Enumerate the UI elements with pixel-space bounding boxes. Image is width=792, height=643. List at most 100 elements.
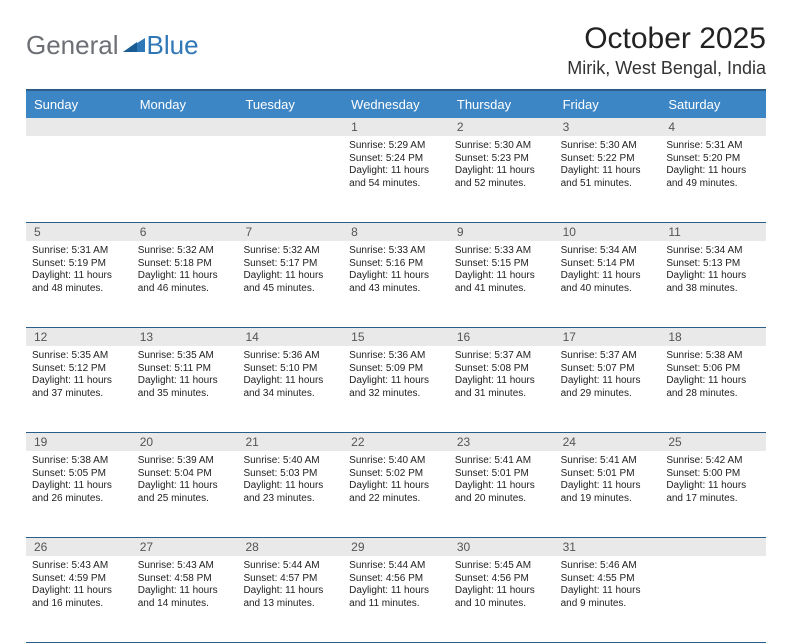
day-number: 29	[343, 538, 449, 556]
day-cell: Sunrise: 5:34 AMSunset: 5:14 PMDaylight:…	[555, 241, 661, 327]
day-header: Sunday	[26, 91, 132, 118]
daylight-text: Daylight: 11 hours and 52 minutes.	[455, 165, 549, 190]
sunrise-text: Sunrise: 5:43 AM	[32, 560, 126, 573]
brand-blue: Blue	[147, 30, 199, 60]
daylight-text: Daylight: 11 hours and 20 minutes.	[455, 480, 549, 505]
day-number-row: 12131415161718	[26, 328, 766, 346]
day-header: Thursday	[449, 91, 555, 118]
sunset-text: Sunset: 5:19 PM	[32, 258, 126, 271]
day-number: 6	[132, 223, 238, 241]
sunset-text: Sunset: 5:04 PM	[138, 468, 232, 481]
sunrise-text: Sunrise: 5:46 AM	[561, 560, 655, 573]
day-number: 21	[237, 433, 343, 451]
daylight-text: Daylight: 11 hours and 10 minutes.	[455, 585, 549, 610]
daylight-text: Daylight: 11 hours and 26 minutes.	[32, 480, 126, 505]
daylight-text: Daylight: 11 hours and 25 minutes.	[138, 480, 232, 505]
daylight-text: Daylight: 11 hours and 14 minutes.	[138, 585, 232, 610]
day-cell: Sunrise: 5:44 AMSunset: 4:57 PMDaylight:…	[237, 556, 343, 642]
sunrise-text: Sunrise: 5:32 AM	[243, 245, 337, 258]
brand-logo: General Blue	[26, 30, 199, 61]
day-cell: Sunrise: 5:36 AMSunset: 5:10 PMDaylight:…	[237, 346, 343, 432]
sunrise-text: Sunrise: 5:33 AM	[349, 245, 443, 258]
header: General Blue October 2025 Mirik, West Be…	[26, 22, 766, 79]
weeks-container: 1234Sunrise: 5:29 AMSunset: 5:24 PMDayli…	[26, 118, 766, 643]
daylight-text: Daylight: 11 hours and 51 minutes.	[561, 165, 655, 190]
daylight-text: Daylight: 11 hours and 40 minutes.	[561, 270, 655, 295]
sunrise-text: Sunrise: 5:39 AM	[138, 455, 232, 468]
day-cell: Sunrise: 5:46 AMSunset: 4:55 PMDaylight:…	[555, 556, 661, 642]
calendar: Sunday Monday Tuesday Wednesday Thursday…	[26, 89, 766, 643]
daylight-text: Daylight: 11 hours and 38 minutes.	[666, 270, 760, 295]
sunset-text: Sunset: 5:20 PM	[666, 153, 760, 166]
day-number: 16	[449, 328, 555, 346]
sunset-text: Sunset: 4:59 PM	[32, 573, 126, 586]
daylight-text: Daylight: 11 hours and 35 minutes.	[138, 375, 232, 400]
week-row: Sunrise: 5:31 AMSunset: 5:19 PMDaylight:…	[26, 241, 766, 328]
sunset-text: Sunset: 5:01 PM	[561, 468, 655, 481]
day-number: 17	[555, 328, 661, 346]
day-cell: Sunrise: 5:40 AMSunset: 5:02 PMDaylight:…	[343, 451, 449, 537]
daylight-text: Daylight: 11 hours and 34 minutes.	[243, 375, 337, 400]
sunset-text: Sunset: 4:56 PM	[455, 573, 549, 586]
day-number: 1	[343, 118, 449, 136]
sunset-text: Sunset: 4:58 PM	[138, 573, 232, 586]
day-number: 10	[555, 223, 661, 241]
sunset-text: Sunset: 5:08 PM	[455, 363, 549, 376]
daylight-text: Daylight: 11 hours and 32 minutes.	[349, 375, 443, 400]
sunset-text: Sunset: 5:05 PM	[32, 468, 126, 481]
daylight-text: Daylight: 11 hours and 9 minutes.	[561, 585, 655, 610]
sunset-text: Sunset: 5:01 PM	[455, 468, 549, 481]
day-number: 18	[660, 328, 766, 346]
day-cell: Sunrise: 5:36 AMSunset: 5:09 PMDaylight:…	[343, 346, 449, 432]
month-title: October 2025	[567, 22, 766, 56]
day-number: 3	[555, 118, 661, 136]
day-cell: Sunrise: 5:45 AMSunset: 4:56 PMDaylight:…	[449, 556, 555, 642]
day-number: 5	[26, 223, 132, 241]
day-number: 28	[237, 538, 343, 556]
sunrise-text: Sunrise: 5:40 AM	[349, 455, 443, 468]
day-number: 31	[555, 538, 661, 556]
sunrise-text: Sunrise: 5:41 AM	[455, 455, 549, 468]
day-number	[660, 538, 766, 556]
day-header-row: Sunday Monday Tuesday Wednesday Thursday…	[26, 91, 766, 118]
daylight-text: Daylight: 11 hours and 28 minutes.	[666, 375, 760, 400]
sunrise-text: Sunrise: 5:36 AM	[243, 350, 337, 363]
sunset-text: Sunset: 5:03 PM	[243, 468, 337, 481]
day-cell: Sunrise: 5:31 AMSunset: 5:20 PMDaylight:…	[660, 136, 766, 222]
sunset-text: Sunset: 5:14 PM	[561, 258, 655, 271]
day-number	[26, 118, 132, 136]
sunset-text: Sunset: 5:11 PM	[138, 363, 232, 376]
day-number: 2	[449, 118, 555, 136]
sunset-text: Sunset: 4:57 PM	[243, 573, 337, 586]
day-number: 11	[660, 223, 766, 241]
sunset-text: Sunset: 5:06 PM	[666, 363, 760, 376]
day-number: 22	[343, 433, 449, 451]
sunrise-text: Sunrise: 5:44 AM	[243, 560, 337, 573]
daylight-text: Daylight: 11 hours and 49 minutes.	[666, 165, 760, 190]
day-cell: Sunrise: 5:34 AMSunset: 5:13 PMDaylight:…	[660, 241, 766, 327]
sunrise-text: Sunrise: 5:38 AM	[666, 350, 760, 363]
sunset-text: Sunset: 5:12 PM	[32, 363, 126, 376]
week-row: Sunrise: 5:29 AMSunset: 5:24 PMDaylight:…	[26, 136, 766, 223]
sunrise-text: Sunrise: 5:42 AM	[666, 455, 760, 468]
week-row: Sunrise: 5:43 AMSunset: 4:59 PM Daylight:…	[26, 556, 766, 643]
day-cell: Sunrise: 5:31 AMSunset: 5:19 PMDaylight:…	[26, 241, 132, 327]
day-number: 25	[660, 433, 766, 451]
day-number-row: 567891011	[26, 223, 766, 241]
day-cell: Sunrise: 5:29 AMSunset: 5:24 PMDaylight:…	[343, 136, 449, 222]
day-cell: Sunrise: 5:44 AMSunset: 4:56 PMDaylight:…	[343, 556, 449, 642]
day-cell: Sunrise: 5:43 AMSunset: 4:59 PMDaylight:…	[26, 556, 132, 642]
day-cell: Sunrise: 5:38 AMSunset: 5:05 PMDaylight:…	[26, 451, 132, 537]
day-cell: Sunrise: 5:37 AMSunset: 5:08 PMDaylight:…	[449, 346, 555, 432]
sunset-text: Sunset: 5:07 PM	[561, 363, 655, 376]
day-cell: Sunrise: 5:30 AMSunset: 5:22 PMDaylight:…	[555, 136, 661, 222]
sunrise-text: Sunrise: 5:30 AM	[455, 140, 549, 153]
sunrise-text: Sunrise: 5:29 AM	[349, 140, 443, 153]
sunset-text: Sunset: 4:56 PM	[349, 573, 443, 586]
sunrise-text: Sunrise: 5:37 AM	[455, 350, 549, 363]
day-cell: Sunrise: 5:35 AMSunset: 5:11 PMDaylight:…	[132, 346, 238, 432]
daylight-text: Daylight: 11 hours and 46 minutes.	[138, 270, 232, 295]
daylight-text: Daylight: 11 hours and 45 minutes.	[243, 270, 337, 295]
day-number-row: 262728293031	[26, 538, 766, 556]
day-cell: Sunrise: 5:41 AMSunset: 5:01 PMDaylight:…	[449, 451, 555, 537]
